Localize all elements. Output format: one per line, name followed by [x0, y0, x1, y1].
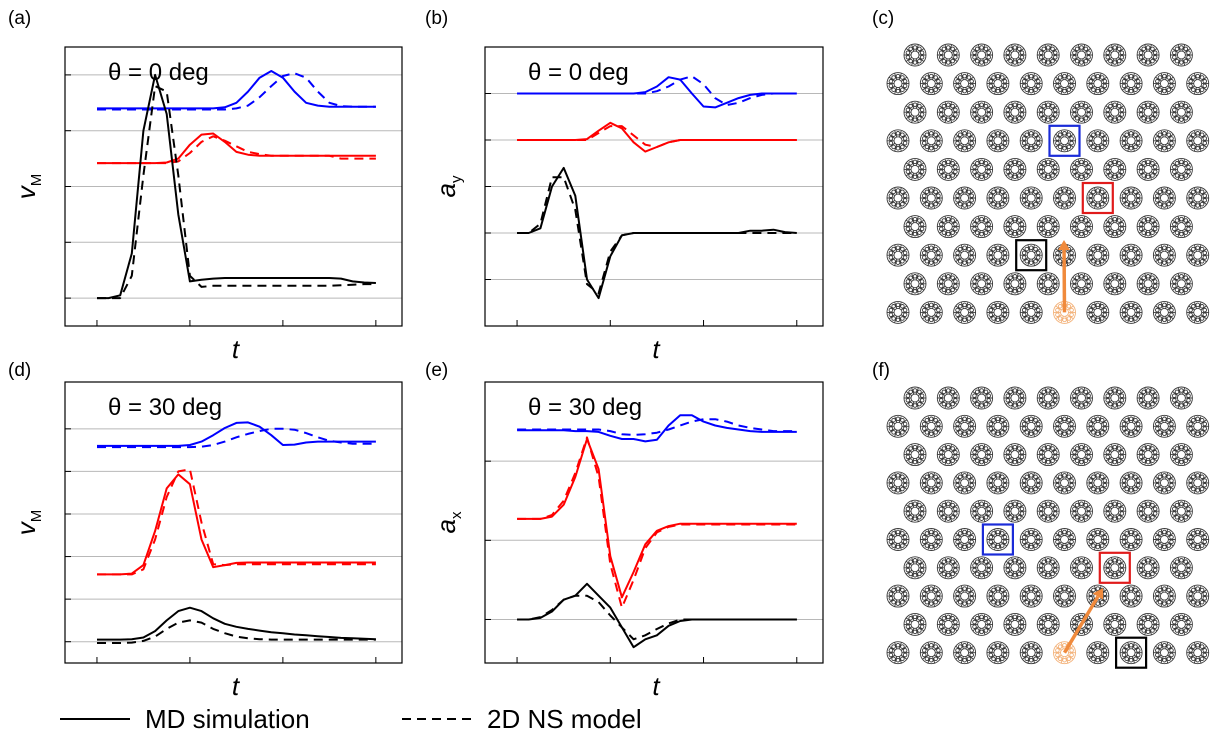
series-line [517, 596, 797, 640]
series-line [97, 620, 376, 643]
y-label-sub: M [28, 510, 45, 523]
y-label-main: a [431, 183, 461, 197]
panel-label: (c) [872, 8, 894, 29]
series-line [517, 126, 797, 147]
series-line [97, 134, 376, 164]
panel-label: (a) [8, 8, 31, 29]
annotation: θ = 30 deg [528, 394, 642, 421]
x-axis-label: t [652, 334, 661, 364]
series-line [97, 86, 376, 298]
y-label-sub: M [28, 174, 45, 187]
series-line [517, 419, 797, 435]
y-label-sub: x [448, 511, 465, 519]
series-line [97, 429, 376, 447]
legend-label: MD simulation [145, 704, 310, 734]
y-axis-label: ay [431, 175, 465, 197]
y-label-sub: y [448, 175, 465, 183]
series-line [97, 136, 376, 163]
plot-frame [485, 382, 823, 663]
panel-label: (d) [8, 360, 31, 381]
annotation: θ = 0 deg [108, 59, 209, 86]
panel-label: (f) [872, 360, 890, 381]
annotation: θ = 0 deg [528, 59, 629, 86]
legend-label: 2D NS model [487, 704, 642, 734]
x-axis-label: t [232, 334, 241, 364]
y-label-main: a [431, 519, 461, 533]
molecules [887, 387, 1209, 664]
x-axis-label: t [652, 671, 661, 701]
x-axis-label: t [232, 671, 241, 701]
series-line [517, 437, 797, 607]
molecules [887, 44, 1209, 323]
y-axis-label: vM [11, 174, 45, 200]
annotation: θ = 30 deg [108, 394, 222, 421]
panel-label: (e) [425, 360, 448, 381]
series-line [97, 474, 376, 574]
y-axis-label: vM [11, 510, 45, 536]
y-axis-label: ax [431, 511, 465, 533]
series-line [517, 177, 797, 293]
series-line [517, 584, 797, 647]
series-line [97, 608, 376, 640]
series-line [517, 439, 797, 597]
panel-label: (b) [425, 8, 448, 29]
series-line [97, 469, 376, 574]
